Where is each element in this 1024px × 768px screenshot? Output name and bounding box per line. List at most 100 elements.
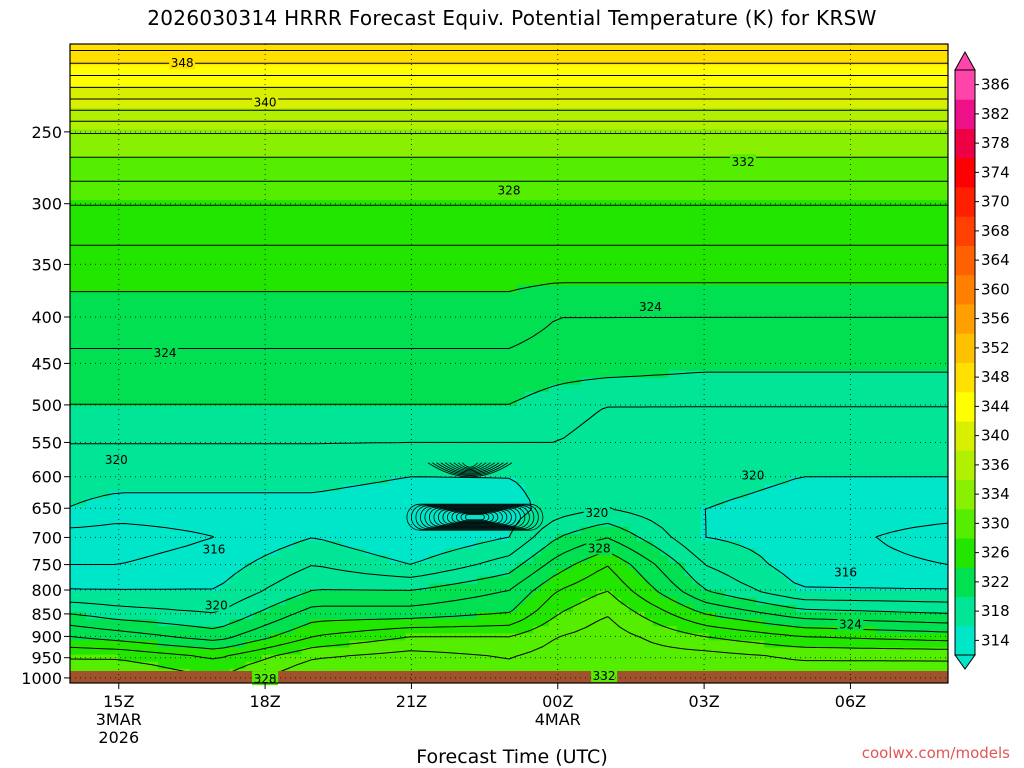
field-cell [213,65,223,73]
field-cell [596,292,606,301]
field-cell [277,249,287,258]
field-cell [405,150,414,159]
field-cell [349,79,358,88]
field-cell [125,100,135,109]
field-cell [221,249,231,258]
field-cell [453,186,462,194]
field-cell [580,335,590,343]
field-cell [844,200,853,208]
field-cell [740,44,750,52]
field-cell [708,242,718,251]
field-cell [421,79,430,88]
field-cell [429,44,438,52]
field-cell [820,278,829,286]
field-cell [397,264,406,272]
field-cell [604,65,614,73]
field-cell [469,257,478,265]
field-cell [884,342,893,350]
field-cell [421,214,430,223]
field-cell [333,100,342,109]
field-cell [189,51,199,59]
field-cell [381,335,390,343]
field-cell [421,264,430,272]
field-cell [636,93,646,102]
field-cell [101,271,111,279]
field-cell [269,299,279,308]
field-cell [932,58,941,66]
field-cell [277,65,287,73]
field-cell [708,299,718,308]
field-cell [229,115,239,123]
field-cell [349,335,358,343]
field-cell [405,242,414,251]
field-cell [389,136,398,144]
field-cell [676,328,686,336]
field-cell [564,200,574,208]
field-cell [876,320,885,329]
field-cell [133,186,143,194]
field-cell [205,100,215,109]
field-cell [620,306,630,315]
field-cell [285,193,295,201]
field-cell [572,86,582,95]
field-cell [772,200,781,208]
field-cell [269,207,279,215]
field-cell [756,335,766,343]
field-cell [429,299,438,308]
field-cell [253,257,263,265]
field-cell [93,313,103,322]
field-cell [700,342,710,350]
field-cell [101,313,111,322]
field-cell [133,306,143,315]
field-cell [556,356,566,365]
field-cell [548,214,558,223]
field-cell [820,93,829,102]
field-cell [740,171,750,180]
field-cell [732,186,742,194]
field-cell [804,79,813,88]
field-cell [77,349,87,357]
field-cell [269,335,279,343]
field-cell [572,157,582,166]
field-cell [325,157,334,166]
field-cell [916,228,925,237]
field-cell [780,228,789,237]
field-cell [932,93,941,102]
field-cell [716,242,726,251]
field-cell [884,264,893,272]
field-cell [556,164,566,173]
field-cell [516,342,526,350]
field-cell [85,79,95,88]
field-cell [285,178,295,187]
field-cell [389,193,398,201]
field-cell [860,171,869,180]
field-cell [341,257,350,265]
field-cell [93,193,103,201]
field-cell [101,143,111,152]
field-cell [125,306,135,315]
field-cell [540,157,550,166]
field-cell [189,320,199,329]
field-cell [413,320,422,329]
field-cell [932,107,941,116]
field-cell [676,264,686,272]
field-cell [133,193,143,201]
field-cell [868,342,877,350]
field-cell [780,306,789,315]
field-cell [501,136,510,144]
field-cell [940,285,948,294]
field-cell [325,186,334,194]
field-cell [548,72,558,81]
field-cell [421,157,430,166]
field-cell [876,306,885,315]
field-cell [684,278,694,286]
field-cell [876,122,885,130]
field-cell [892,249,901,258]
field-cell [77,200,87,208]
field-cell [389,86,398,95]
field-cell [860,228,869,237]
field-cell [477,228,486,237]
field-cell [796,150,805,159]
field-cell [125,264,135,272]
field-cell [676,136,686,144]
